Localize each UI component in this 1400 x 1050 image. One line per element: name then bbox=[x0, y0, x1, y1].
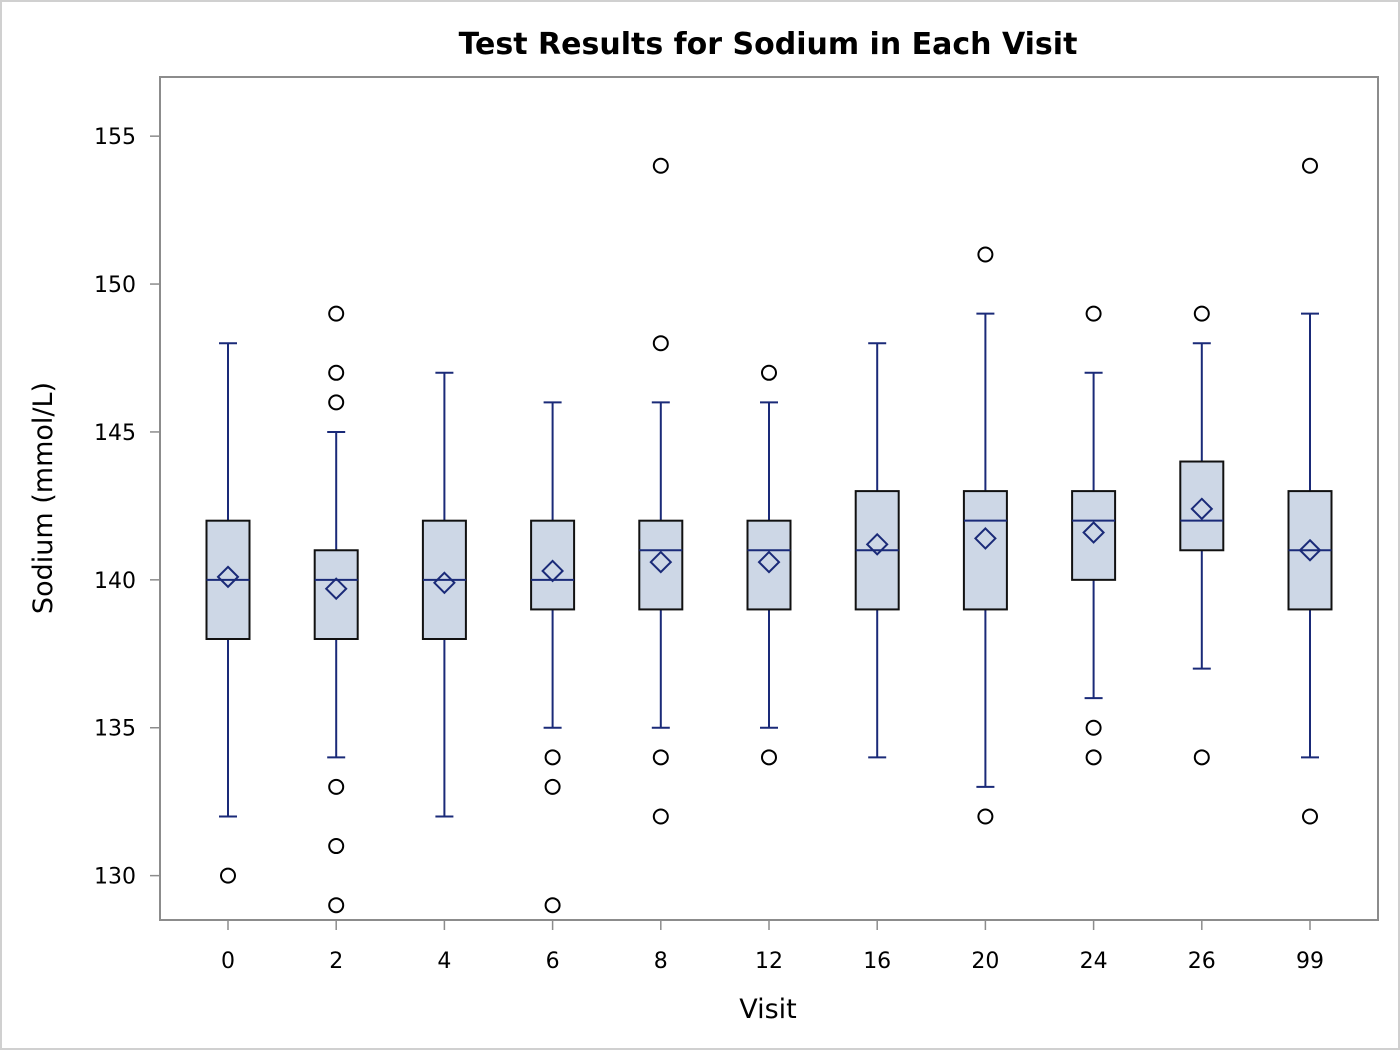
outlier-point bbox=[544, 778, 561, 795]
mean-marker bbox=[1190, 497, 1214, 521]
y-tick-label: 140 bbox=[94, 569, 136, 594]
outlier-point bbox=[328, 394, 345, 411]
iqr-box bbox=[638, 519, 684, 611]
iqr-box bbox=[1071, 490, 1117, 581]
box-group bbox=[313, 305, 359, 914]
box-group bbox=[746, 364, 792, 766]
x-tick-label: 12 bbox=[755, 949, 783, 974]
box-group bbox=[1179, 305, 1225, 766]
mean-marker bbox=[973, 527, 997, 550]
x-tick-label: 26 bbox=[1188, 949, 1216, 974]
x-tick-label: 99 bbox=[1296, 949, 1324, 974]
mean-marker bbox=[541, 559, 565, 583]
mean-marker bbox=[324, 577, 348, 601]
x-axis: 0 2 4 6 8 12 16 20 24 26 99 bbox=[221, 920, 1324, 974]
x-tick-label: 20 bbox=[971, 949, 999, 974]
x-tick-label: 4 bbox=[437, 949, 451, 974]
mean-marker bbox=[216, 565, 240, 589]
outlier-point bbox=[1085, 719, 1102, 736]
outlier-point bbox=[652, 157, 669, 174]
mean-marker bbox=[865, 532, 889, 556]
mean-marker bbox=[757, 550, 781, 574]
x-tick-label: 24 bbox=[1080, 949, 1108, 974]
outlier-point bbox=[761, 749, 777, 766]
box-group bbox=[205, 342, 251, 884]
x-tick-label: 6 bbox=[546, 949, 560, 974]
outlier-point bbox=[544, 897, 561, 914]
x-tick-label: 0 bbox=[221, 949, 235, 974]
iqr-box bbox=[313, 549, 359, 641]
y-axis: 130 135 140 145 150 155 bbox=[94, 125, 160, 890]
iqr-box bbox=[1179, 460, 1225, 552]
outlier-point bbox=[761, 364, 777, 381]
y-tick-label: 145 bbox=[94, 421, 136, 446]
box-series bbox=[205, 157, 1333, 914]
x-axis-label: Visit bbox=[739, 994, 797, 1025]
outlier-point bbox=[328, 897, 345, 914]
y-tick-label: 155 bbox=[94, 125, 136, 150]
box-group bbox=[638, 157, 684, 825]
mean-marker bbox=[1082, 521, 1106, 544]
outlier-point bbox=[1193, 749, 1210, 766]
box-group bbox=[854, 342, 900, 759]
iqr-box bbox=[530, 519, 576, 611]
iqr-box bbox=[746, 519, 792, 611]
outlier-point bbox=[544, 749, 561, 766]
box-group bbox=[1071, 305, 1117, 766]
box-group bbox=[530, 401, 576, 914]
box-group bbox=[962, 246, 1008, 825]
iqr-box bbox=[962, 490, 1008, 611]
outlier-point bbox=[1193, 305, 1210, 322]
mean-marker bbox=[1298, 538, 1322, 562]
y-axis-label: Sodium (mmol/L) bbox=[28, 382, 59, 614]
outlier-point bbox=[328, 305, 345, 322]
mean-marker bbox=[649, 550, 673, 574]
box-group bbox=[421, 371, 467, 818]
outlier-point bbox=[652, 749, 669, 766]
outlier-point bbox=[328, 838, 345, 855]
outlier-point bbox=[1302, 808, 1318, 825]
y-tick-label: 130 bbox=[94, 865, 136, 890]
outlier-point bbox=[1085, 305, 1102, 322]
x-tick-label: 16 bbox=[863, 949, 891, 974]
outlier-point bbox=[328, 778, 345, 795]
outlier-point bbox=[652, 335, 669, 352]
outlier-point bbox=[977, 246, 994, 263]
box-group bbox=[1287, 157, 1333, 825]
outlier-point bbox=[1302, 157, 1318, 174]
outlier-point bbox=[652, 808, 669, 825]
x-tick-label: 8 bbox=[654, 949, 668, 974]
mean-marker bbox=[432, 571, 456, 595]
outlier-point bbox=[1085, 749, 1102, 766]
chart-title: Test Results for Sodium in Each Visit bbox=[459, 27, 1078, 62]
outlier-point bbox=[977, 808, 994, 825]
outlier-point bbox=[328, 364, 345, 381]
y-tick-label: 150 bbox=[94, 273, 136, 298]
y-tick-label: 135 bbox=[94, 717, 136, 742]
x-tick-label: 2 bbox=[329, 949, 343, 974]
outlier-point bbox=[220, 867, 236, 884]
